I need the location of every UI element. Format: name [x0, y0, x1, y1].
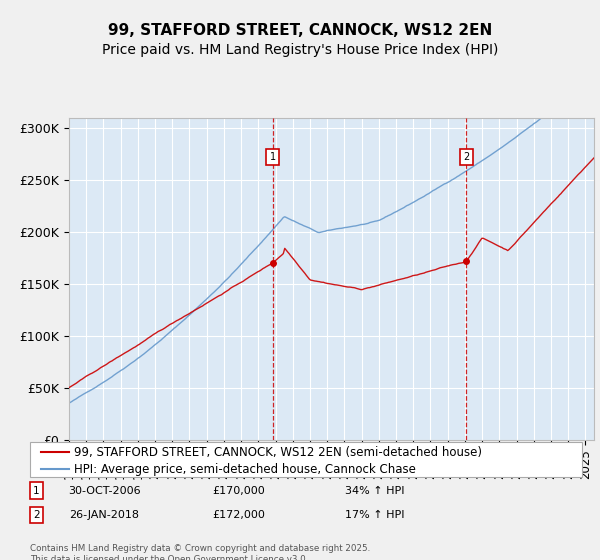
Text: 2: 2: [34, 510, 40, 520]
FancyBboxPatch shape: [30, 442, 582, 477]
Text: 2: 2: [463, 152, 469, 162]
Text: 1: 1: [269, 152, 275, 162]
Text: 1: 1: [34, 486, 40, 496]
Text: £172,000: £172,000: [212, 510, 265, 520]
Text: 30-OCT-2006: 30-OCT-2006: [68, 486, 141, 496]
Text: 99, STAFFORD STREET, CANNOCK, WS12 2EN: 99, STAFFORD STREET, CANNOCK, WS12 2EN: [108, 24, 492, 38]
Text: 26-JAN-2018: 26-JAN-2018: [68, 510, 139, 520]
Text: Contains HM Land Registry data © Crown copyright and database right 2025.
This d: Contains HM Land Registry data © Crown c…: [30, 544, 370, 560]
Text: Price paid vs. HM Land Registry's House Price Index (HPI): Price paid vs. HM Land Registry's House …: [102, 44, 498, 58]
Text: 99, STAFFORD STREET, CANNOCK, WS12 2EN (semi-detached house): 99, STAFFORD STREET, CANNOCK, WS12 2EN (…: [74, 446, 482, 459]
Text: £170,000: £170,000: [212, 486, 265, 496]
Text: 17% ↑ HPI: 17% ↑ HPI: [344, 510, 404, 520]
Text: 34% ↑ HPI: 34% ↑ HPI: [344, 486, 404, 496]
Text: HPI: Average price, semi-detached house, Cannock Chase: HPI: Average price, semi-detached house,…: [74, 463, 416, 476]
